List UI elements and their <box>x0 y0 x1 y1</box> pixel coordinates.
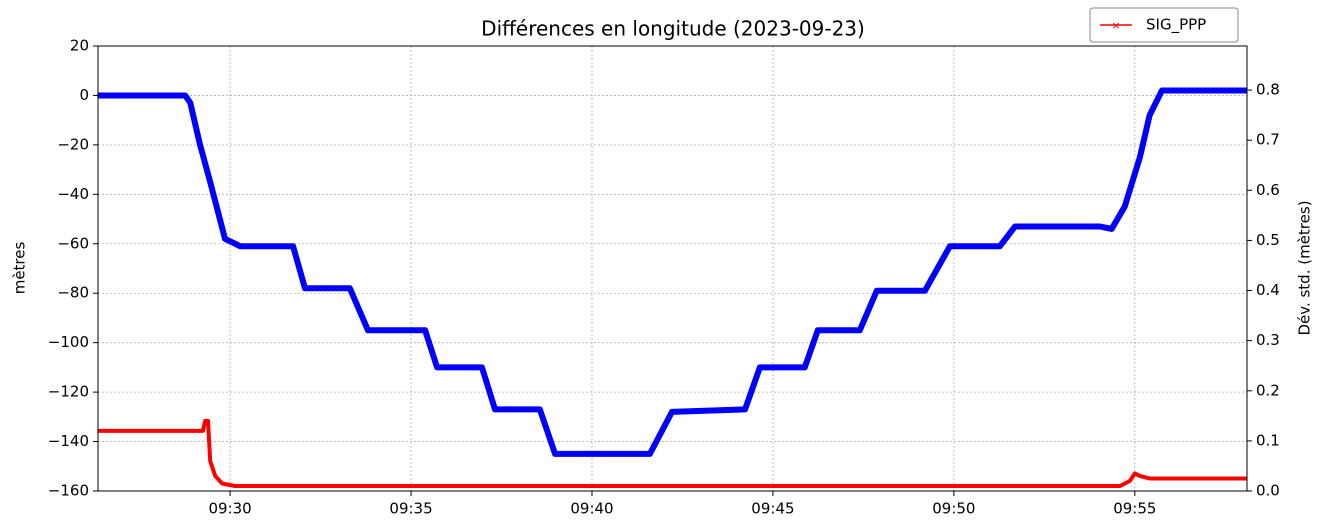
legend-marker: × <box>1111 19 1120 32</box>
y-tick-label: −160 <box>48 482 89 500</box>
y2-tick-label: 0.2 <box>1256 381 1280 399</box>
y2-tick-label: 0.7 <box>1256 131 1280 149</box>
y2-tick-label: 0.6 <box>1256 181 1280 199</box>
y-tick-label: −80 <box>57 284 89 302</box>
plot-frame <box>97 45 1248 492</box>
x-tick-label: 09:30 <box>208 500 251 518</box>
x-tick-label: 09:50 <box>932 500 975 518</box>
y-tick-label: −40 <box>57 185 89 203</box>
y-axis-label: mètres <box>11 242 29 295</box>
y2-tick-label: 0.0 <box>1256 482 1280 500</box>
x-tick-label: 09:45 <box>751 500 794 518</box>
y-tick-label: −100 <box>48 333 89 351</box>
chart-title: Différences en longitude (2023-09-23) <box>481 17 865 41</box>
y-tick-label: 0 <box>79 86 89 104</box>
y-tick-label: −60 <box>57 234 89 252</box>
y2-tick-label: 0.4 <box>1256 281 1280 299</box>
x-tick-label: 09:55 <box>1113 500 1156 518</box>
y2-tick-label: 0.1 <box>1256 431 1280 449</box>
y-tick-label: 20 <box>70 37 89 55</box>
y-tick-label: −20 <box>57 135 89 153</box>
series-line <box>98 418 1247 488</box>
series-line <box>98 87 1247 457</box>
y2-tick-label: 0.3 <box>1256 331 1280 349</box>
legend-box <box>1089 7 1239 43</box>
y2-tick-label: 0.5 <box>1256 231 1280 249</box>
legend-label: SIG_PPP <box>1146 16 1206 35</box>
y2-tick-label: 0.8 <box>1256 81 1280 99</box>
y-tick-label: −140 <box>48 432 89 450</box>
y-tick-label: −120 <box>48 383 89 401</box>
y2-axis-label: Dév. std. (mètres) <box>1296 200 1314 335</box>
x-tick-label: 09:40 <box>570 500 613 518</box>
x-tick-label: 09:35 <box>389 500 432 518</box>
